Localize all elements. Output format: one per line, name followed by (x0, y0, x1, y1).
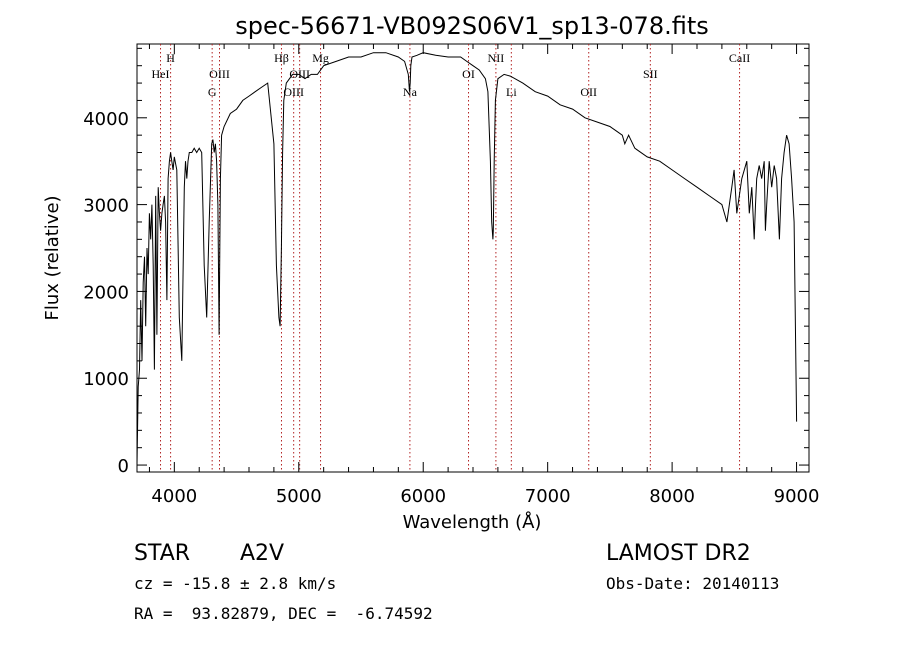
line-marker-label: NII (488, 51, 505, 65)
line-marker-label: H (166, 51, 175, 65)
y-tick-label: 4000 (83, 109, 129, 130)
x-axis-ticks: 4000 5000 6000 7000 8000 9000 (148, 44, 820, 507)
x-tick-label: 8000 (649, 486, 695, 507)
line-marker-label: G (208, 85, 217, 99)
line-marker-label: Mg (312, 51, 329, 65)
y-tick-label: 0 (118, 456, 129, 477)
line-marker-label: OIII (209, 67, 230, 81)
survey-name: LAMOST DR2 (606, 541, 751, 566)
coordinates-line: RA = 93.82879, DEC = -6.74592 (134, 604, 433, 623)
y-tick-label: 3000 (83, 196, 129, 217)
line-marker-label: OI (462, 67, 475, 81)
x-tick-label: 4000 (151, 486, 197, 507)
x-axis-label: Wavelength (Å) (403, 511, 542, 533)
object-class: STAR (134, 541, 190, 566)
x-tick-label: 7000 (525, 486, 571, 507)
line-marker-label: OII (580, 85, 597, 99)
x-tick-label: 9000 (774, 486, 820, 507)
line-marker-label: SII (643, 67, 658, 81)
spectrum-line (136, 52, 798, 466)
y-axis-label: Flux (relative) (42, 195, 63, 320)
line-marker-label: Hβ (274, 51, 289, 65)
line-marker-label: HeI (152, 67, 170, 81)
line-marker-label: CaII (729, 51, 750, 65)
redshift-line: cz = -15.8 ± 2.8 km/s (134, 574, 336, 593)
x-tick-label: 6000 (400, 486, 446, 507)
x-tick-label: 5000 (276, 486, 322, 507)
line-marker-label: OIII (289, 67, 310, 81)
chart-title: spec-56671-VB092S06V1_sp13-078.fits (235, 12, 709, 40)
line-marker-label: OIII (283, 85, 304, 99)
y-tick-label: 1000 (83, 369, 129, 390)
object-subclass: A2V (240, 541, 284, 566)
line-marker-label: Li (506, 85, 517, 99)
line-marker-label: Na (403, 85, 418, 99)
y-tick-label: 2000 (83, 282, 129, 303)
obs-date: Obs-Date: 20140113 (606, 574, 779, 593)
y-axis-ticks: 0 1000 2000 3000 4000 (83, 47, 809, 477)
